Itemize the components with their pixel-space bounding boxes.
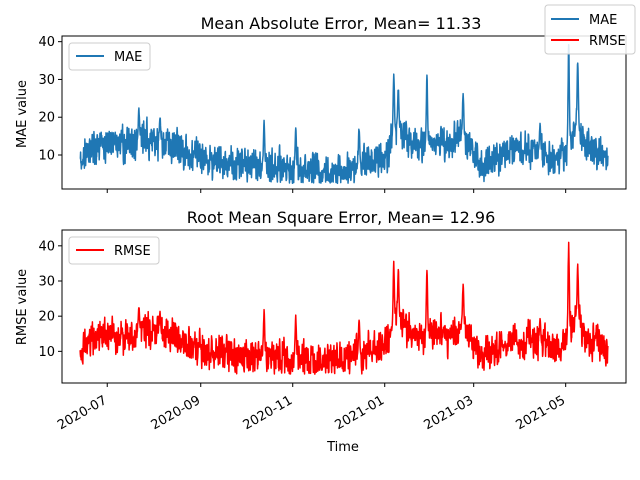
- rmse-series-line: [79, 241, 609, 375]
- rmse-axes-frame: [61, 229, 627, 384]
- rmse-y-tick-label: 30: [38, 275, 55, 290]
- mae-series-line: [79, 43, 609, 185]
- figure-legend-rmse-label: RMSE: [589, 34, 626, 49]
- mae-y-tick-label: 20: [38, 111, 55, 126]
- rmse-legend-label: RMSE: [114, 244, 151, 259]
- mae-legend: MAE: [68, 42, 151, 71]
- mae-panel: Mean Absolute Error, Mean= 11.33 MAE val…: [15, 14, 627, 193]
- figure-legend-mae-label: MAE: [589, 13, 617, 28]
- rmse-y-ticks: 10 20 30 40: [38, 239, 62, 360]
- figure-legend: MAE RMSE: [544, 4, 636, 55]
- mae-y-tick-label: 10: [38, 149, 55, 164]
- rmse-y-tick-label: 20: [38, 310, 55, 325]
- mae-legend-box: [68, 42, 151, 71]
- mae-x-ticks: [106, 189, 567, 193]
- rmse-chart-title: Root Mean Square Error, Mean= 12.96: [187, 208, 496, 227]
- x-axis-label: Time: [326, 440, 359, 455]
- rmse-plot-area: [79, 241, 609, 375]
- rmse-y-tick-label: 40: [38, 239, 55, 254]
- rmse-y-tick-label: 10: [38, 345, 55, 360]
- mae-y-axis-label: MAE value: [15, 80, 30, 148]
- mae-plot-area: [79, 43, 609, 185]
- mae-legend-label: MAE: [114, 50, 142, 65]
- mae-chart-title: Mean Absolute Error, Mean= 11.33: [201, 14, 482, 33]
- figure-legend-box: [544, 4, 636, 55]
- mae-y-tick-label: 40: [38, 35, 55, 50]
- mae-y-tick-label: 30: [38, 73, 55, 88]
- mae-y-ticks: 10 20 30 40: [38, 35, 62, 164]
- mae-axes-frame: [61, 35, 627, 190]
- rmse-legend: RMSE: [68, 236, 160, 265]
- rmse-y-axis-label: RMSE value: [15, 269, 30, 345]
- rmse-legend-box: [68, 236, 160, 265]
